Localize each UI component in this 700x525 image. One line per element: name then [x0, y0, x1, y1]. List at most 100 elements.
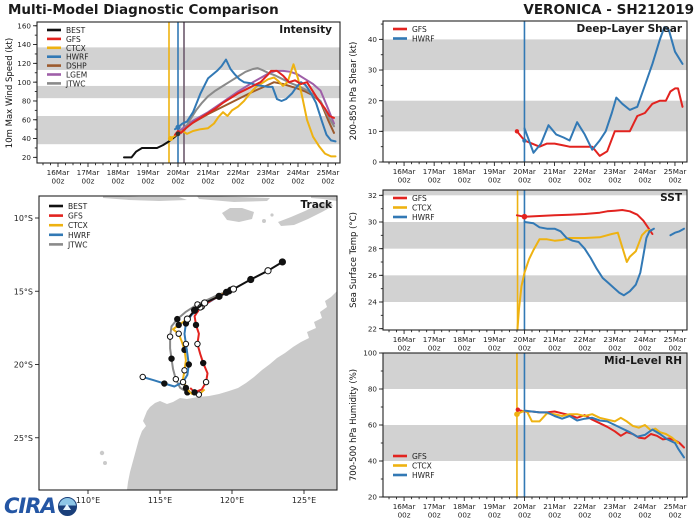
shaded-band: [37, 47, 340, 70]
tick-label: 00z: [608, 511, 621, 520]
tick-label: 20: [368, 493, 378, 502]
tick-label: 00z: [292, 177, 305, 186]
tick-label: 00z: [142, 177, 155, 186]
tick-label: 00z: [398, 511, 411, 520]
series-marker: [514, 129, 520, 134]
tick-label: 60: [368, 421, 378, 430]
shear-chart: 16Mar00z17Mar00z18Mar00z19Mar00z20Mar00z…: [368, 20, 688, 185]
track-position-marker: [175, 321, 182, 329]
tick-label: 40: [22, 134, 32, 143]
tick-label: 00z: [518, 511, 531, 520]
tick-label: 00z: [638, 511, 651, 520]
tick-label: 24: [368, 298, 378, 307]
tick-label: 120°E: [220, 496, 244, 505]
tick-label: 17Mar: [423, 335, 446, 344]
tick-label: 20Mar: [513, 335, 536, 344]
track-position-marker: [161, 380, 168, 387]
legend-label-hwrf: HWRF: [412, 471, 435, 480]
tick-label: 40: [368, 35, 378, 44]
legend-label-lgem: LGEM: [66, 71, 87, 80]
track-position-marker: [139, 373, 146, 381]
intensity-series-ctcx: [169, 63, 337, 158]
tick-label: 24Mar: [634, 335, 657, 344]
tick-label: 30: [368, 218, 378, 227]
tick-label: 21Mar: [543, 335, 566, 344]
tick-label: 21Mar: [197, 168, 220, 177]
tick-label: 22Mar: [573, 502, 596, 511]
tick-label: 00z: [428, 176, 441, 185]
tick-label: 00z: [668, 511, 681, 520]
shaded-band: [383, 39, 687, 71]
tick-label: 20Mar: [513, 502, 536, 511]
tick-label: 19Mar: [483, 167, 506, 176]
track-position-marker: [215, 292, 223, 300]
cira-logo-badge-icon: [57, 497, 77, 516]
figure-title: Multi-Model Diagnostic Comparison: [8, 2, 279, 18]
track-position-marker: [201, 299, 209, 307]
track-position-marker: [166, 333, 174, 340]
sst-y-axis-label: Sea Surface Temp (°C): [349, 212, 359, 308]
land-polygon: [103, 196, 187, 201]
small-island: [262, 219, 266, 223]
series-marker: [167, 135, 174, 142]
shear-y-axis-label: 200-850 hPa Shear (kt): [349, 41, 359, 141]
track-position-marker: [202, 378, 210, 386]
sst-chart: 16Mar00z17Mar00z18Mar00z19Mar00z20Mar00z…: [368, 189, 688, 353]
tick-label: 00z: [82, 177, 95, 186]
tick-label: 24Mar: [287, 168, 310, 177]
tick-label: 18Mar: [107, 168, 130, 177]
tick-label: 25Mar: [664, 335, 687, 344]
tick-label: 23Mar: [257, 168, 280, 177]
tick-label: 25Mar: [317, 168, 340, 177]
track-position-marker: [194, 340, 201, 348]
legend-label-best: BEST: [68, 202, 88, 211]
shaded-band: [383, 190, 687, 196]
sst-series-ctcx: [516, 229, 651, 330]
shaded-band: [37, 85, 340, 99]
track-position-marker: [229, 285, 238, 293]
legend-label-ctcx: CTCX: [68, 221, 88, 230]
legend-label-jtwc: JTWC: [65, 79, 85, 88]
map-area: [99, 196, 337, 490]
tick-label: 100: [17, 78, 31, 87]
tick-label: 00z: [398, 176, 411, 185]
track-position-marker: [181, 367, 188, 374]
tick-label: 00z: [458, 511, 471, 520]
tick-label: 00z: [172, 177, 185, 186]
tick-label: 00z: [668, 176, 681, 185]
track-position-marker: [182, 384, 190, 392]
track-position-marker: [264, 267, 272, 275]
axes-frame: [36, 21, 341, 164]
tick-label: 24Mar: [634, 502, 657, 511]
tick-label: 00z: [488, 511, 501, 520]
tick-label: 10: [368, 127, 378, 136]
storm-title: VERONICA - SH212019: [523, 2, 694, 18]
tick-label: 22: [368, 324, 377, 333]
tick-label: 100: [363, 349, 377, 358]
track-position-marker: [191, 389, 198, 396]
tick-label: 00z: [458, 176, 471, 185]
tick-label: 22Mar: [227, 168, 250, 177]
tick-label: 00z: [322, 177, 335, 186]
track-position-marker: [278, 258, 286, 266]
land-polygon: [222, 208, 254, 222]
tick-label: 00z: [428, 511, 441, 520]
tick-label: 18Mar: [453, 335, 476, 344]
tick-label: 15°S: [14, 287, 33, 296]
legend-label-best: BEST: [66, 26, 86, 35]
track-position-marker: [182, 340, 190, 348]
tick-label: 20°S: [14, 361, 33, 370]
tick-label: 17Mar: [423, 167, 446, 176]
track-position-marker: [200, 359, 207, 367]
track-position-marker: [192, 321, 200, 329]
shaded-band: [383, 100, 687, 132]
tick-label: 00z: [428, 344, 441, 353]
cira-logo: CIRA: [4, 496, 77, 517]
rh-y-axis-label: 700-500 hPa Humidity (%): [349, 368, 359, 482]
track-position-marker: [185, 361, 193, 368]
sst-series-gfs: [515, 209, 654, 235]
legend-label-hwrf: HWRF: [68, 231, 91, 240]
